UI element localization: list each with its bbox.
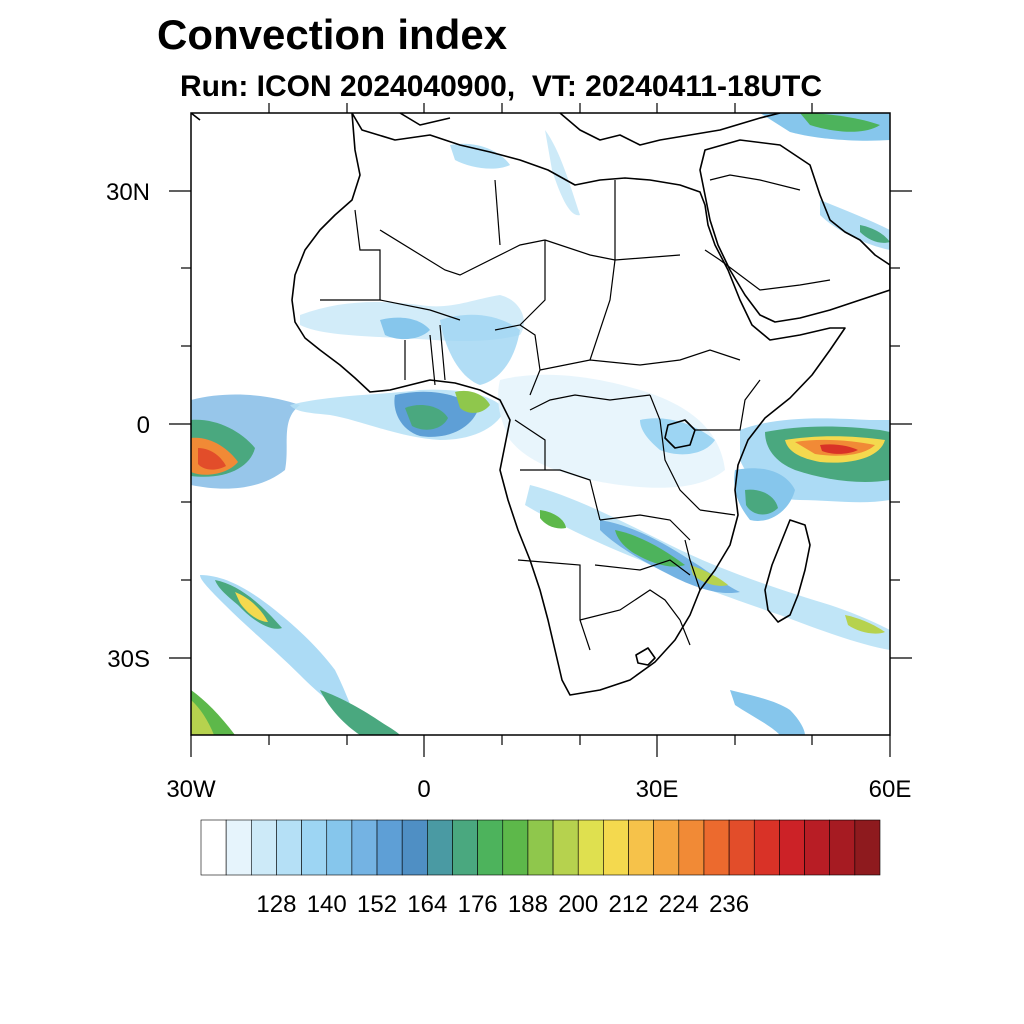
colorbar-swatch [678, 819, 705, 876]
colorbar-swatch [326, 819, 353, 876]
field-cell [615, 530, 685, 567]
field-cell [690, 565, 728, 586]
field-cell [191, 700, 214, 735]
colorbar [200, 819, 881, 876]
field-cell [800, 113, 880, 132]
lon-label: 30E [636, 776, 679, 803]
chart-title: Convection index [157, 11, 508, 58]
field-cell [730, 690, 805, 735]
colorbar-swatch [276, 819, 302, 876]
arabia-coast [699, 139, 890, 323]
colorbar-swatch [250, 819, 277, 876]
colorbar-tick-label: 236 [709, 891, 749, 918]
colorbar-tick-label: 188 [508, 891, 548, 918]
colorbar-tick-label: 152 [357, 891, 397, 918]
lon-label: 30W [166, 776, 216, 803]
field-cell [498, 374, 725, 488]
colorbar-swatch [225, 819, 252, 876]
colorbar-tick-label: 164 [407, 891, 447, 918]
colorbar-swatch [477, 819, 504, 876]
field-cell [320, 690, 400, 735]
colorbar-swatch [829, 819, 856, 876]
lake-victoria [664, 419, 696, 449]
colorbar-swatch [728, 819, 755, 876]
colorbar-swatch [552, 819, 579, 876]
colorbar-tick-label: 128 [256, 891, 296, 918]
field-cell [235, 592, 268, 622]
lat-label: 0 [137, 412, 150, 439]
colorbar-tick-label: 176 [458, 891, 498, 918]
colorbar-swatch [351, 819, 378, 876]
colorbar-swatch [804, 819, 831, 876]
colorbar-tick-label: 140 [307, 891, 347, 918]
convection-field [191, 113, 890, 735]
colorbar-swatch [653, 819, 680, 876]
colorbar-swatch [376, 819, 403, 876]
field-cell [200, 575, 355, 715]
colorbar-swatch [854, 819, 881, 876]
field-cell [640, 418, 715, 455]
madagascar-coast [764, 519, 811, 623]
field-cell [440, 314, 520, 385]
colorbar-swatch [603, 819, 629, 876]
axis-ticks [169, 103, 912, 757]
colorbar-swatch [779, 819, 805, 876]
field-cell [405, 405, 448, 430]
colorbar-labels: 128 140 152 164 176 188 200 212 224 236 [256, 891, 749, 918]
field-cell [540, 510, 566, 529]
field-cell [745, 489, 778, 515]
field-cell [198, 448, 226, 470]
colorbar-swatch [301, 819, 328, 876]
colorbar-tick-label: 212 [608, 891, 648, 918]
map-plot-area [191, 113, 890, 735]
colorbar-swatch [703, 819, 730, 876]
field-cell [380, 317, 430, 340]
colorbar-swatch [200, 819, 227, 876]
lesotho [635, 647, 656, 666]
colorbar-swatch [577, 819, 604, 876]
colorbar-swatch [527, 819, 554, 876]
field-cell [450, 143, 510, 169]
field-cell [820, 444, 858, 454]
lat-label: 30S [107, 646, 150, 673]
colorbar-swatch [628, 819, 654, 876]
field-cell [845, 615, 885, 634]
country-borders [320, 174, 831, 651]
colorbar-swatch [452, 819, 478, 876]
chart-subtitle: Run: ICON 2024040900, VT: 20240411-18UTC [180, 70, 822, 103]
colorbar-swatch [753, 819, 780, 876]
lon-label: 60E [869, 776, 912, 803]
lon-label: 0 [417, 776, 430, 803]
lat-label: 30N [106, 179, 150, 206]
europe-coast [191, 113, 781, 146]
field-cell [545, 130, 580, 216]
field-cell [455, 390, 490, 413]
colorbar-swatch [502, 819, 529, 876]
colorbar-tick-label: 224 [659, 891, 699, 918]
colorbar-swatch [401, 819, 428, 876]
field-cell [860, 225, 890, 243]
colorbar-swatch [427, 819, 453, 876]
colorbar-tick-label: 200 [558, 891, 598, 918]
